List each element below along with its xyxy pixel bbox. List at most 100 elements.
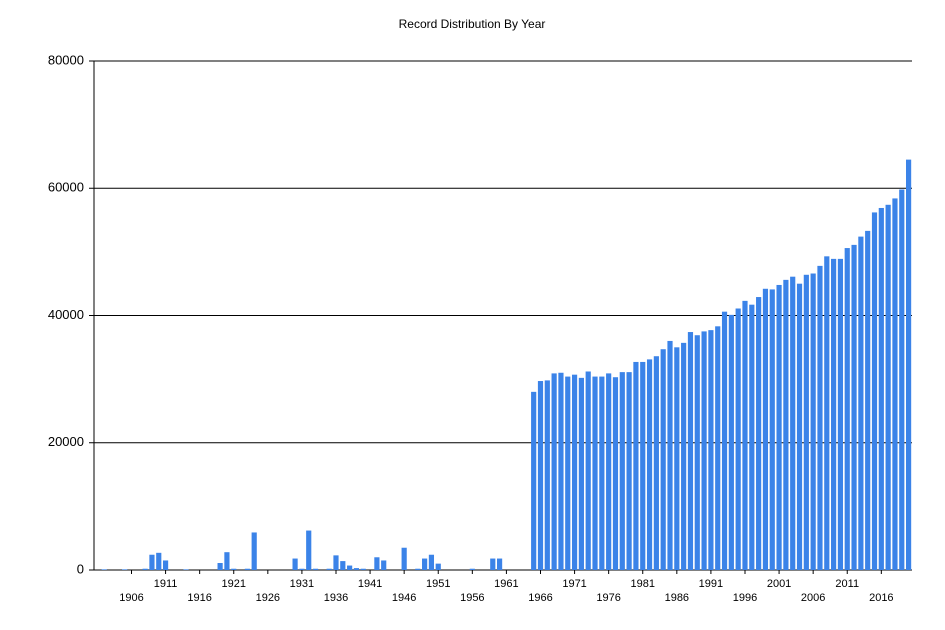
x-tick-label: 1956	[460, 592, 484, 604]
bar	[217, 563, 223, 570]
bar	[251, 532, 257, 570]
y-tick-label: 60000	[48, 180, 84, 195]
bar	[312, 568, 319, 570]
x-tick-label: 1916	[187, 592, 211, 604]
bar	[865, 230, 871, 570]
bar	[578, 377, 584, 570]
bar	[592, 376, 598, 570]
x-tick-label: 1911	[154, 578, 178, 590]
bar	[728, 314, 734, 570]
x-tick-label: 1926	[256, 592, 280, 604]
bar	[360, 568, 366, 570]
bar	[681, 342, 687, 570]
bar	[646, 359, 653, 570]
x-tick-label: 2011	[835, 578, 859, 590]
bar	[565, 376, 571, 570]
bar	[783, 279, 789, 570]
bar	[381, 560, 387, 570]
bar	[435, 563, 441, 570]
x-tick-label: 1966	[528, 592, 552, 604]
bar	[885, 204, 891, 571]
bar	[347, 565, 353, 570]
bar	[660, 349, 666, 570]
bar	[244, 568, 250, 570]
bar	[749, 304, 755, 570]
bar	[674, 347, 680, 570]
bar	[101, 569, 107, 570]
x-tick-label: 1931	[290, 578, 314, 590]
bar	[537, 381, 544, 570]
bar	[299, 568, 305, 570]
bar	[122, 569, 128, 570]
bar	[469, 568, 475, 570]
bar	[653, 356, 659, 570]
x-tick-label: 1976	[596, 592, 620, 604]
bar	[701, 331, 707, 570]
bar	[878, 207, 884, 570]
y-tick-label: 0	[77, 561, 84, 576]
bar	[790, 276, 796, 570]
bar	[735, 308, 741, 570]
bar	[231, 568, 237, 570]
bar	[353, 568, 360, 570]
bar	[149, 554, 155, 570]
x-tick-label: 2006	[801, 592, 825, 604]
bar	[306, 530, 312, 570]
bar	[756, 297, 762, 570]
bar	[558, 372, 564, 570]
bar	[633, 361, 639, 570]
bar	[497, 558, 503, 570]
bar	[606, 373, 612, 570]
bar	[721, 311, 728, 570]
bar	[776, 284, 782, 570]
bar	[626, 372, 632, 570]
bar	[183, 569, 189, 570]
bar	[824, 256, 830, 570]
x-tick-label: 1941	[358, 578, 382, 590]
chart-title: Record Distribution By Year	[399, 17, 546, 31]
bar	[742, 300, 748, 570]
x-tick-label: 2016	[869, 592, 893, 604]
bar	[551, 373, 557, 570]
bar	[851, 244, 857, 570]
bar	[831, 258, 837, 570]
y-tick-label: 20000	[48, 434, 84, 449]
bar	[340, 561, 346, 570]
bar	[599, 376, 605, 570]
bar	[415, 568, 421, 570]
bar	[810, 273, 816, 570]
x-tick-label: 1971	[562, 578, 586, 590]
bar	[906, 159, 912, 570]
x-tick-label: 1991	[699, 578, 723, 590]
bar	[694, 335, 700, 570]
x-tick-label: 1946	[392, 592, 416, 604]
bar	[619, 372, 625, 570]
x-tick-label: 1936	[324, 592, 348, 604]
bar	[871, 212, 878, 571]
x-tick-label: 1996	[733, 592, 757, 604]
bar	[817, 265, 823, 570]
bar	[585, 371, 591, 570]
bar	[156, 552, 162, 570]
bar	[803, 274, 809, 570]
x-tick-label: 1906	[119, 592, 143, 604]
x-tick-label: 1921	[221, 578, 245, 590]
x-tick-label: 1981	[630, 578, 654, 590]
y-tick-label: 80000	[48, 52, 84, 67]
bar	[769, 289, 775, 570]
bar	[844, 248, 850, 570]
bar	[224, 552, 230, 570]
bar	[837, 258, 844, 570]
bar	[422, 558, 428, 570]
bar	[762, 288, 769, 570]
bar	[667, 340, 673, 570]
bar	[858, 236, 864, 571]
bar	[142, 568, 148, 570]
bar	[571, 374, 578, 570]
bar	[687, 332, 694, 570]
bar	[715, 326, 721, 570]
bar	[401, 547, 407, 570]
bar	[612, 377, 619, 570]
bar	[708, 330, 714, 570]
